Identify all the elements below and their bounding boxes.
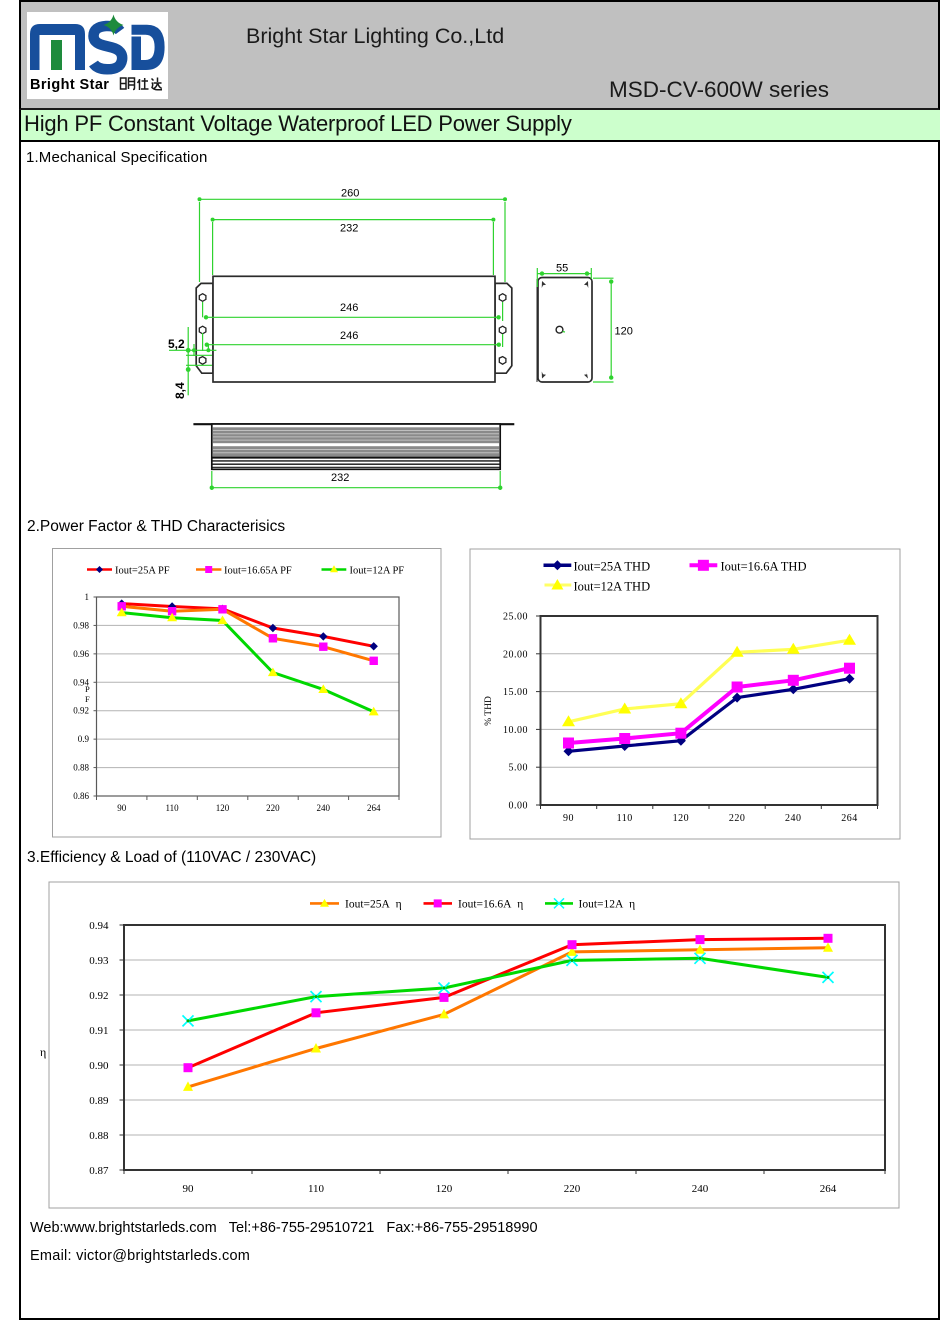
svg-text:Iout=25A THD: Iout=25A THD [574,560,651,574]
svg-text:0.92: 0.92 [73,706,89,716]
svg-text:5.00: 5.00 [509,763,529,774]
svg-text:0.94: 0.94 [73,677,89,687]
svg-text:264: 264 [820,1183,837,1195]
svg-text:0.00: 0.00 [509,801,529,812]
svg-text:240: 240 [317,803,331,813]
svg-text:1: 1 [85,592,90,602]
svg-text:90: 90 [183,1183,195,1195]
svg-text:20.00: 20.00 [503,649,528,660]
svg-text:0.96: 0.96 [73,649,89,659]
svg-text:Iout=25A PF: Iout=25A PF [115,566,170,577]
svg-text:0.93: 0.93 [89,955,109,967]
svg-text:220: 220 [266,803,280,813]
svg-text:220: 220 [564,1183,581,1195]
svg-text:0.89: 0.89 [89,1095,109,1107]
svg-text:246: 246 [340,302,358,314]
svg-text:0.88: 0.88 [73,763,89,773]
svg-text:8,4: 8,4 [173,382,187,399]
svg-text:232: 232 [331,472,349,484]
svg-text:0.91: 0.91 [89,1025,108,1037]
svg-text:110: 110 [617,813,633,824]
svg-text:Bright Star: Bright Star [30,77,109,93]
svg-text:P: P [85,684,90,694]
svg-text:Iout=12A PF: Iout=12A PF [350,566,405,577]
svg-text:110: 110 [166,803,180,813]
svg-text:120: 120 [615,326,633,338]
svg-text:120: 120 [216,803,230,813]
svg-text:F: F [85,694,90,704]
svg-text:264: 264 [841,813,858,824]
svg-text:232: 232 [340,223,358,235]
svg-text:0.94: 0.94 [89,920,109,932]
svg-text:0.86: 0.86 [73,791,89,801]
svg-text:Iout=16.6A η: Iout=16.6A η [458,899,523,911]
svg-text:Iout=25A η: Iout=25A η [345,899,402,911]
svg-text:120: 120 [436,1183,453,1195]
svg-text:Iout=12A THD: Iout=12A THD [574,580,651,594]
svg-text:Iout=16.6A THD: Iout=16.6A THD [721,560,807,574]
svg-text:0.9: 0.9 [78,734,90,744]
svg-text:0.88: 0.88 [89,1130,109,1142]
svg-text:90: 90 [563,813,574,824]
svg-text:240: 240 [692,1183,709,1195]
svg-text:0.98: 0.98 [73,620,89,630]
svg-text:0.92: 0.92 [89,990,108,1002]
svg-text:15.00: 15.00 [503,687,528,698]
svg-text:110: 110 [308,1183,325,1195]
svg-text:25.00: 25.00 [503,612,528,623]
svg-text:90: 90 [117,803,127,813]
svg-text:246: 246 [340,330,358,342]
svg-text:260: 260 [341,188,359,200]
svg-text:220: 220 [729,813,746,824]
svg-text:Iout=12A η: Iout=12A η [579,899,636,911]
svg-text:Iout=16.65A PF: Iout=16.65A PF [224,566,292,577]
svg-text:0.87: 0.87 [89,1165,109,1177]
svg-text:264: 264 [367,803,381,813]
svg-text:0.90: 0.90 [89,1060,109,1072]
svg-text:% THD: % THD [484,696,494,726]
svg-text:5,2: 5,2 [168,337,185,351]
svg-text:240: 240 [785,813,802,824]
svg-text:120: 120 [673,813,690,824]
svg-text:η: η [40,1045,46,1059]
svg-text:55: 55 [556,263,568,275]
svg-text:10.00: 10.00 [503,725,528,736]
